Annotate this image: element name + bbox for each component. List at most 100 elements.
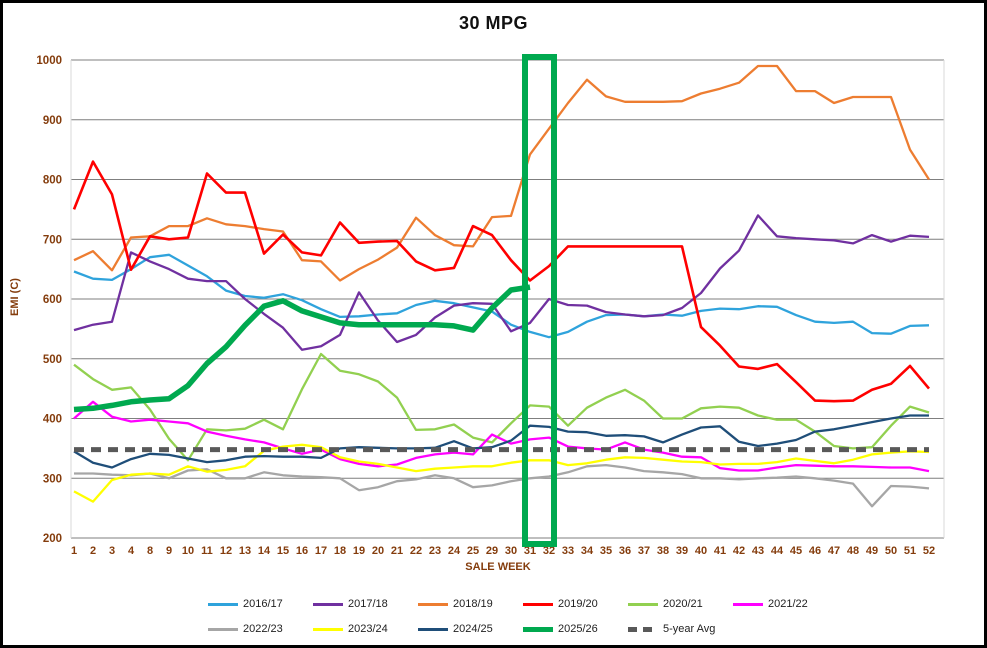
legend-label: 2023/24 (348, 623, 388, 635)
legend-label: 2020/21 (663, 598, 703, 610)
series-line-2020-21 (73, 352, 930, 462)
legend-item-2024-25: 2024/25 (418, 620, 523, 638)
legend-label: 2018/19 (453, 598, 493, 610)
x-tick-label: 14 (258, 545, 271, 557)
series-line-2019-20 (72, 160, 930, 403)
legend-label: 2025/26 (558, 623, 598, 635)
legend-swatch (628, 602, 658, 606)
x-tick-label: 40 (695, 545, 707, 557)
series-line-2021-22 (73, 400, 930, 473)
x-tick-label: 31 (524, 545, 536, 557)
x-tick-label: 23 (429, 545, 441, 557)
x-tick-label: 11 (201, 545, 213, 557)
legend-swatch (628, 626, 658, 632)
legend-item-2022-23: 2022/23 (208, 620, 313, 638)
x-tick-label: 39 (676, 545, 688, 557)
series-line-2025-26 (73, 284, 531, 413)
legend-swatch (523, 626, 553, 632)
series-line-2023-24 (73, 443, 930, 503)
legend-item-2023-24: 2023/24 (313, 620, 418, 638)
x-tick-label: 22 (410, 545, 422, 557)
x-tick-label: 19 (353, 545, 365, 557)
series-line-2022-23 (74, 463, 930, 508)
x-tick-label: 21 (391, 545, 403, 557)
legend-label: 2017/18 (348, 598, 388, 610)
x-tick-label: 43 (752, 545, 764, 557)
y-tick-label: 200 (43, 533, 62, 545)
x-tick-label: 36 (619, 545, 631, 557)
x-tick-label: 25 (467, 545, 479, 557)
chart-title: 30 MPG (458, 13, 529, 33)
legend-item-2019-20: 2019/20 (523, 595, 628, 613)
series-line-2017-18 (73, 214, 930, 351)
x-tick-label: 10 (182, 545, 194, 557)
legend-swatch (733, 602, 763, 606)
x-tick-label: 45 (790, 545, 802, 557)
legend-label: 2021/22 (768, 598, 808, 610)
y-tick-label: 700 (43, 234, 62, 246)
x-tick-label: 44 (771, 545, 784, 557)
y-tick-label: 900 (43, 115, 62, 127)
y-tick-label: 600 (43, 294, 62, 306)
x-tick-label: 24 (448, 545, 461, 557)
x-tick-label: 17 (315, 545, 327, 557)
x-tick-label: 16 (296, 545, 308, 557)
legend-label: 2022/23 (243, 623, 283, 635)
legend-label: 2016/17 (243, 598, 283, 610)
y-tick-label: 300 (43, 473, 62, 485)
x-tick-label: 9 (166, 545, 172, 557)
series-line-2024-25 (73, 414, 929, 469)
legend-item-5-year-avg: 5-year Avg (628, 620, 733, 638)
x-tick-label: 51 (904, 545, 916, 557)
x-tick-label: 50 (885, 545, 897, 557)
highlight-box (522, 54, 557, 547)
x-tick-label: 18 (334, 545, 346, 557)
x-tick-label: 41 (714, 545, 726, 557)
x-tick-label: 52 (923, 545, 935, 557)
legend-label: 2019/20 (558, 598, 598, 610)
y-tick-label: 400 (43, 414, 62, 426)
series-line-2018-19 (73, 64, 930, 282)
x-tick-label: 35 (600, 545, 612, 557)
legend-swatch (313, 627, 343, 631)
legend-swatch (208, 627, 238, 631)
legend-swatch (523, 602, 553, 606)
x-tick-label: 2 (90, 545, 96, 557)
x-tick-label: 42 (733, 545, 745, 557)
legend-swatch (418, 627, 448, 631)
x-tick-label: 32 (543, 545, 555, 557)
legend-item-2016-17: 2016/17 (208, 595, 313, 613)
x-tick-label: 46 (809, 545, 821, 557)
x-tick-label: 20 (372, 545, 384, 557)
legend-item-2025-26: 2025/26 (523, 620, 628, 638)
x-tick-label: 4 (128, 545, 135, 557)
x-tick-label: 48 (847, 545, 859, 557)
legend-item-2017-18: 2017/18 (313, 595, 418, 613)
y-tick-label: 1000 (36, 55, 62, 67)
x-tick-label: 1 (71, 545, 77, 557)
x-tick-label: 15 (277, 545, 289, 557)
legend: 2016/17 2017/18 2018/19 2019/20 2020/21 2021/… (208, 595, 856, 638)
x-tick-label: 29 (486, 545, 498, 557)
x-tick-label: 3 (109, 545, 115, 557)
x-tick-label: 8 (147, 545, 153, 557)
x-axis-title: SALE WEEK (465, 561, 531, 573)
legend-swatch (418, 602, 448, 606)
y-tick-label: 500 (43, 354, 62, 366)
x-tick-label: 13 (239, 545, 251, 557)
y-tick-label: 800 (43, 175, 62, 187)
x-tick-label: 30 (505, 545, 517, 557)
legend-label: 5-year Avg (663, 623, 716, 635)
x-tick-label: 33 (562, 545, 574, 557)
x-tick-label: 37 (638, 545, 650, 557)
x-tick-label: 12 (220, 545, 232, 557)
legend-item-2020-21: 2020/21 (628, 595, 733, 613)
x-tick-label: 49 (866, 545, 878, 557)
legend-swatch (313, 602, 343, 606)
x-tick-label: 38 (657, 545, 669, 557)
legend-label: 2024/25 (453, 623, 493, 635)
x-tick-label: 34 (581, 545, 594, 557)
legend-item-2021-22: 2021/22 (733, 595, 838, 613)
